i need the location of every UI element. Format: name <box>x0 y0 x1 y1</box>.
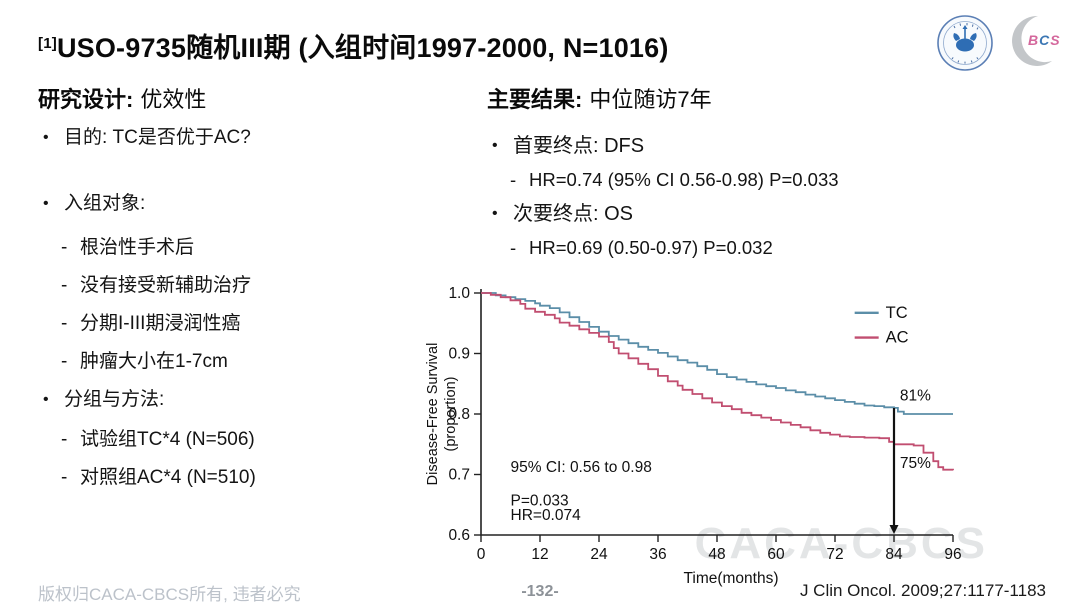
x-tick-label: 72 <box>826 546 843 563</box>
study-design-bullet-list: • 目的: TC是否优于AC? • 入组对象: - 根治性手术后 - 没有接受新辅助治疗 - 分期… <box>38 126 458 490</box>
bullet-label: 次要终点: OS <box>513 203 634 225</box>
legend-label-TC: TC <box>886 304 908 322</box>
study-design-group: • 分组与方法: - 试验组TC*4 (N=506) - 对照组AC*4 (N=510) <box>38 388 458 490</box>
km-chart-svg: CACA-CBCS 1.0 0.9 0.8 0.7 0.6 0 12 24 36 48 60 72 84 9… <box>425 285 988 587</box>
x-tick-label: 12 <box>531 546 548 563</box>
study-design-subitem: - 没有接受新辅助治疗 <box>38 274 458 298</box>
copyright-text: 版权归CACA-CBCS所有, 违者必究 <box>38 585 301 604</box>
bcs-crescent-icon <box>1012 15 1052 66</box>
study-design-bullet: • 目的: TC是否优于AC? <box>38 126 458 150</box>
citation-text: J Clin Oncol. 2009;27:1177-1183 <box>799 581 1046 600</box>
main-results-bullet: • 次要终点: OS <box>487 202 1047 226</box>
dash-icon: - <box>61 467 68 488</box>
subitem-label: HR=0.74 (95% CI 0.56-0.98) P=0.033 <box>529 169 839 190</box>
y-axis-label-line2: (proportion) <box>443 377 459 452</box>
study-design-subitem: - 根治性手术后 <box>38 236 458 260</box>
dash-icon: - <box>61 237 68 258</box>
bullet-label: 首要终点: DFS <box>513 135 645 157</box>
subitem-label: 分期I-III期浸润性癌 <box>80 313 241 334</box>
study-design-group: • 入组对象: - 根治性手术后 - 没有接受新辅助治疗 - 分期I-III期浸润性癌 - 肿瘤大… <box>38 192 458 374</box>
y-tick-label: 0.7 <box>448 467 470 484</box>
y-axis-label-line1: Disease-Free Survival <box>425 343 441 486</box>
stat-annotation-1: P=0.033 <box>511 492 569 509</box>
x-tick-label: 96 <box>944 546 961 563</box>
y-tick-label: 1.0 <box>448 285 470 302</box>
seal-emblem-icon <box>953 25 977 52</box>
marker-arrow-head-icon <box>889 525 899 534</box>
x-tick-label: 24 <box>590 546 608 563</box>
study-design-subitem: - 试验组TC*4 (N=506) <box>38 428 458 452</box>
study-design-panel: 研究设计: 优效性 • 目的: TC是否优于AC? • 入组对象: - 根治性手术后 - 没有接… <box>38 86 458 504</box>
main-results-subitem: - HR=0.69 (0.50-0.97) P=0.032 <box>487 236 1047 260</box>
bullet-dot-icon: • <box>43 391 49 408</box>
bcs-logo: BCS <box>1008 14 1072 72</box>
caca-seal-logo <box>937 15 993 71</box>
y-tick-label: 0.6 <box>448 527 470 544</box>
x-tick-label: 48 <box>708 546 725 563</box>
legend-label-AC: AC <box>886 329 909 347</box>
x-tick-label: 60 <box>767 546 785 563</box>
bullet-dot-icon: • <box>492 205 498 222</box>
study-design-group: • 目的: TC是否优于AC? <box>38 126 458 150</box>
title-text: USO-9735随机III期 (入组时间1997-2000, N=1016) <box>56 33 669 63</box>
dash-icon: - <box>61 351 68 372</box>
study-design-bullet: • 分组与方法: <box>38 388 458 412</box>
x-tick-label: 36 <box>649 546 666 563</box>
ac-curve <box>481 292 954 471</box>
main-results-group: • 次要终点: OS - HR=0.69 (0.50-0.97) P=0.032 <box>487 202 1047 260</box>
title-reference-superscript: [1] <box>38 35 57 52</box>
page-number: -132- <box>521 583 559 600</box>
main-results-bullet: • 首要终点: DFS <box>487 134 1047 158</box>
bullet-label: 入组对象: <box>64 193 146 214</box>
study-design-subitem: - 分期I-III期浸润性癌 <box>38 312 458 336</box>
bullet-label: 分组与方法: <box>64 389 165 410</box>
bullet-label: 目的: TC是否优于AC? <box>64 127 251 148</box>
watermark-text: CACA-CBCS <box>695 519 988 568</box>
dash-icon: - <box>61 313 68 334</box>
value-label-81%: 81% <box>900 388 931 405</box>
bullet-dot-icon: • <box>43 129 49 146</box>
dash-icon: - <box>61 275 68 296</box>
x-tick-label: 0 <box>477 546 486 563</box>
y-tick-label: 0.8 <box>448 406 470 423</box>
tc-curve <box>481 292 953 415</box>
main-results-heading: 主要结果: 中位随访7年 <box>487 87 712 112</box>
seal-arc-marks <box>951 23 979 64</box>
subitem-label: 肿瘤大小在1-7cm <box>80 351 228 372</box>
main-results-bullet-list: • 首要终点: DFS - HR=0.74 (95% CI 0.56-0.98) P=… <box>487 134 1047 260</box>
bcs-logo-text: BCS <box>1028 32 1061 48</box>
stat-annotation-0: 95% CI: 0.56 to 0.98 <box>511 459 652 476</box>
subitem-label: 根治性手术后 <box>80 237 195 258</box>
subitem-label: HR=0.69 (0.50-0.97) P=0.032 <box>529 237 773 258</box>
value-label-75%: 75% <box>900 455 931 472</box>
km-survival-chart: CACA-CBCS 1.0 0.9 0.8 0.7 0.6 0 12 24 36 48 60 72 84 9… <box>423 271 993 593</box>
stat-annotation-2: HR=0.074 <box>511 507 582 524</box>
study-design-subitem: - 对照组AC*4 (N=510) <box>38 466 458 490</box>
x-tick-label: 84 <box>885 546 903 563</box>
main-results-subitem: - HR=0.74 (95% CI 0.56-0.98) P=0.033 <box>487 168 1047 192</box>
study-design-subitem: - 肿瘤大小在1-7cm <box>38 350 458 374</box>
subitem-label: 试验组TC*4 (N=506) <box>80 429 255 450</box>
study-design-bullet: • 入组对象: <box>38 192 458 216</box>
study-design-heading: 研究设计: 优效性 <box>38 87 207 112</box>
x-axis-label: Time(months) <box>683 570 778 587</box>
bullet-dot-icon: • <box>492 137 498 154</box>
dash-icon: - <box>510 169 517 190</box>
dash-icon: - <box>510 237 517 258</box>
page-title: [1]USO-9735随机III期 (入组时间1997-2000, N=1016… <box>38 26 669 65</box>
bullet-dot-icon: • <box>43 195 49 212</box>
main-results-group: • 首要终点: DFS - HR=0.74 (95% CI 0.56-0.98) P=… <box>487 134 1047 192</box>
y-tick-label: 0.9 <box>448 346 470 363</box>
subitem-label: 没有接受新辅助治疗 <box>80 275 252 296</box>
subitem-label: 对照组AC*4 (N=510) <box>80 467 256 488</box>
dash-icon: - <box>61 429 68 450</box>
main-results-panel: 主要结果: 中位随访7年 • 首要终点: DFS - HR=0.74 (95% CI 0… <box>487 86 1047 270</box>
